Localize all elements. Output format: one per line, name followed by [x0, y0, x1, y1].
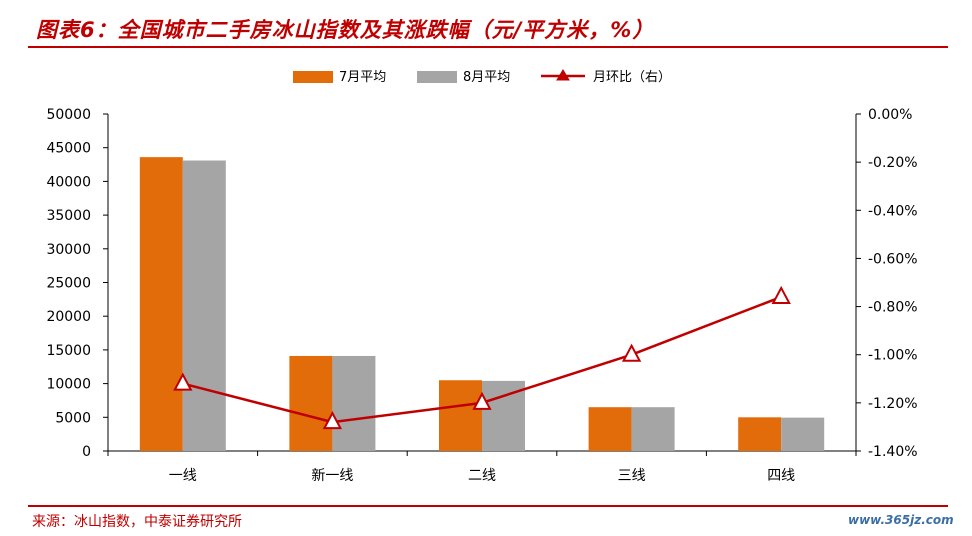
left-tick-label: 0	[82, 444, 91, 460]
left-tick-label: 35000	[46, 208, 91, 224]
right-tick-label: -1.40%	[868, 444, 918, 460]
right-tick-label: -0.80%	[868, 300, 918, 316]
right-tick-label: 0.00%	[868, 107, 912, 123]
mom-marker	[472, 391, 492, 410]
left-tick-label: 10000	[46, 377, 91, 393]
right-y-axis: 0.00% -0.20% -0.40% -0.60% -0.80% -1.00% -1.20…	[855, 107, 918, 460]
bar-aug	[332, 355, 376, 451]
mom-marker	[173, 372, 193, 391]
left-tick-label: 5000	[55, 410, 91, 426]
right-tick-label: -0.60%	[868, 251, 918, 267]
bar-jul	[139, 157, 183, 452]
left-tick-label: 15000	[46, 343, 91, 359]
x-tick-label: 新一线	[311, 468, 353, 484]
right-tick-label: -1.00%	[868, 348, 918, 364]
mom-marker	[322, 410, 343, 430]
bar-series	[139, 157, 825, 452]
right-tick-label: -0.20%	[868, 155, 918, 171]
bar-jul	[439, 380, 482, 451]
left-tick-label: 30000	[46, 242, 91, 258]
legend-swatch	[293, 71, 333, 83]
x-tick-label: 三线	[618, 468, 646, 484]
mom-marker	[621, 343, 642, 362]
bar-jul	[588, 407, 632, 451]
x-tick-label: 二线	[468, 468, 496, 484]
watermark: www.365jz.com	[848, 513, 954, 527]
x-axis: 一线 新一线 二线 三线 四线	[107, 450, 857, 484]
left-tick-label: 45000	[46, 141, 91, 157]
chart-legend: 7月平均 8月平均 月环比（右）	[293, 69, 671, 85]
legend-marker	[556, 69, 570, 81]
bar-jul	[738, 417, 782, 451]
legend-label: 8月平均	[463, 70, 510, 85]
chart-header: 图表6：全国城市二手房冰山指数及其涨跌幅（元/平方米，%）	[28, 8, 948, 50]
legend-label: 月环比（右）	[593, 70, 671, 85]
left-tick-label: 25000	[46, 276, 91, 292]
x-tick-label: 一线	[169, 468, 197, 484]
line-series	[173, 285, 791, 430]
chart-title: 图表6：全国城市二手房冰山指数及其涨跌幅（元/平方米，%）	[36, 18, 655, 42]
left-y-axis: 5000045000400003500030000250002000015000…	[46, 107, 109, 460]
right-tick-label: -0.40%	[868, 203, 918, 219]
bar-aug	[781, 417, 825, 451]
left-tick-label: 40000	[46, 174, 91, 190]
bar-aug	[631, 407, 675, 451]
left-tick-label: 20000	[46, 309, 91, 325]
legend-swatch	[417, 71, 457, 83]
legend-label: 7月平均	[339, 70, 386, 85]
bar-aug	[182, 160, 226, 452]
left-tick-label: 50000	[46, 107, 91, 123]
bar-jul	[289, 355, 333, 451]
mom-marker	[771, 285, 791, 304]
title-underline	[28, 46, 948, 48]
source-note: 来源：冰山指数，中泰证券研究所	[32, 514, 242, 530]
footer-rule	[28, 505, 948, 507]
right-tick-label: -1.20%	[868, 396, 918, 412]
x-tick-label: 四线	[767, 468, 795, 484]
